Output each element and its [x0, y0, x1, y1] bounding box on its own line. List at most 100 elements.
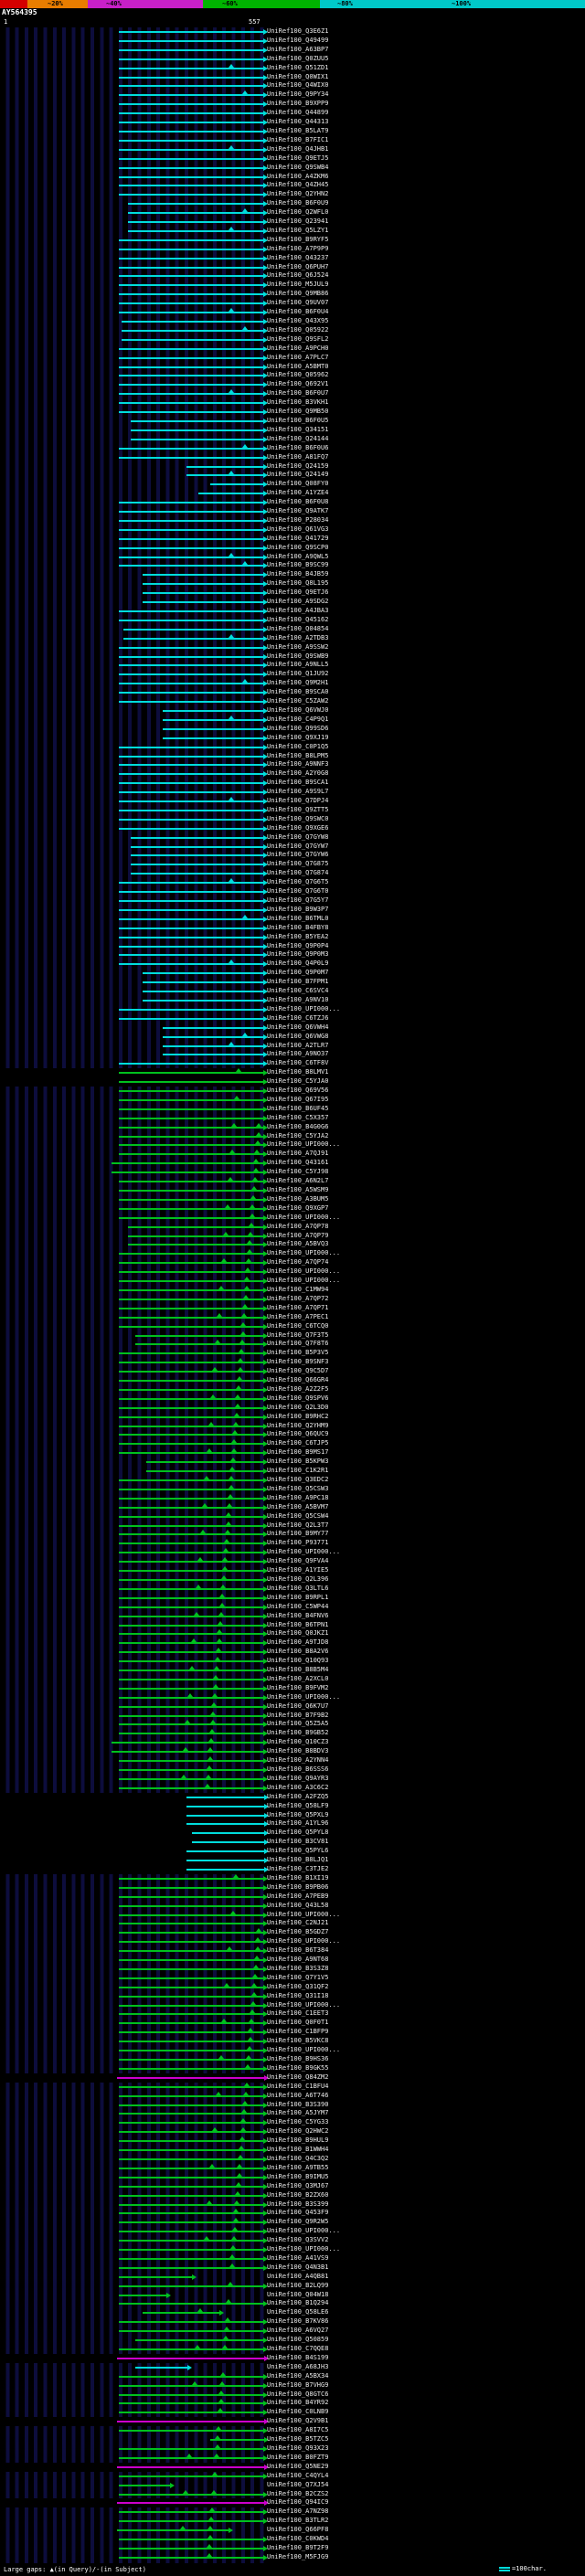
- alignment-bar[interactable]: [119, 692, 263, 694]
- hit-label[interactable]: UniRef100_Q08FY0: [267, 480, 329, 488]
- alignment-bar[interactable]: [119, 1678, 263, 1680]
- hit-label[interactable]: UniRef100_A5BVQ3: [267, 1240, 329, 1248]
- hit-label[interactable]: UniRef100_C4P9Q1: [267, 715, 329, 723]
- alignment-bar[interactable]: [119, 1443, 263, 1446]
- alignment-bar[interactable]: [119, 185, 263, 187]
- hit-label[interactable]: UniRef100_Q9PY34: [267, 90, 329, 99]
- hit-label[interactable]: UniRef100_Q9ETJ5: [267, 154, 329, 162]
- hit-label[interactable]: UniRef100_Q3E6Z1: [267, 27, 329, 35]
- hit-label[interactable]: UniRef100_UPI000...: [267, 1004, 341, 1012]
- alignment-bar[interactable]: [130, 873, 263, 875]
- hit-label[interactable]: UniRef100_Q9SCP0: [267, 543, 329, 551]
- hit-label[interactable]: UniRef100_A7QP78: [267, 1222, 329, 1230]
- hit-label[interactable]: UniRef100_Q7GYW6: [267, 851, 329, 859]
- hit-label[interactable]: UniRef100_Q3LTL6: [267, 1584, 329, 1592]
- hit-label[interactable]: UniRef100_A41VS9: [267, 2253, 329, 2262]
- alignment-bar[interactable]: [119, 248, 263, 250]
- hit-label[interactable]: UniRef100_Q3MJ67: [267, 2181, 329, 2189]
- alignment-bar[interactable]: [119, 546, 263, 549]
- alignment-bar[interactable]: [111, 1162, 263, 1165]
- alignment-bar[interactable]: [119, 1280, 263, 1283]
- hit-label[interactable]: UniRef100_A9NNF3: [267, 760, 329, 769]
- alignment-bar[interactable]: [119, 2493, 263, 2496]
- hit-label[interactable]: UniRef100_UPI000...: [267, 1249, 341, 1257]
- hit-label[interactable]: UniRef100_C1EET3: [267, 2009, 329, 2018]
- alignment-bar[interactable]: [127, 221, 263, 224]
- hit-label[interactable]: UniRef100_C1BFP9: [267, 2028, 329, 2036]
- hit-label[interactable]: UniRef100_UPI000...: [267, 1910, 341, 1918]
- hit-label[interactable]: UniRef100_A2XCL0: [267, 1674, 329, 1682]
- hit-label[interactable]: UniRef100_P28034: [267, 515, 329, 524]
- alignment-bar[interactable]: [119, 2140, 263, 2143]
- alignment-bar[interactable]: [119, 166, 263, 169]
- alignment-bar[interactable]: [142, 583, 263, 586]
- hit-label[interactable]: UniRef100_Q5CSW3: [267, 1484, 329, 1492]
- alignment-bar[interactable]: [119, 1777, 263, 1780]
- alignment-bar[interactable]: [119, 1542, 263, 1545]
- hit-label[interactable]: UniRef100_Q7XJ54: [267, 2480, 329, 2488]
- alignment-bar[interactable]: [119, 565, 263, 567]
- alignment-bar[interactable]: [119, 1108, 263, 1110]
- alignment-bar[interactable]: [119, 139, 263, 142]
- hit-label[interactable]: UniRef100_C1MW94: [267, 1285, 329, 1293]
- hit-label[interactable]: UniRef100_Q9XJ19: [267, 733, 329, 741]
- alignment-bar[interactable]: [119, 1733, 263, 1735]
- alignment-bar[interactable]: [119, 2303, 263, 2306]
- hit-label[interactable]: UniRef100_B6F0U7: [267, 389, 329, 398]
- hit-label[interactable]: UniRef100_Q9AYR3: [267, 1774, 329, 1782]
- alignment-bar[interactable]: [119, 1578, 263, 1581]
- alignment-bar[interactable]: [119, 194, 263, 196]
- alignment-bar[interactable]: [119, 900, 263, 902]
- alignment-bar[interactable]: [127, 1244, 263, 1246]
- hit-label[interactable]: UniRef100_C5YJ98: [267, 1168, 329, 1176]
- hit-label[interactable]: UniRef100_B9IMU5: [267, 2172, 329, 2180]
- hit-label[interactable]: UniRef100_A5JYM7: [267, 2109, 329, 2117]
- hit-label[interactable]: UniRef100_B9RHC2: [267, 1412, 329, 1420]
- alignment-bar[interactable]: [111, 1742, 263, 1744]
- hit-label[interactable]: UniRef100_A3C6C2: [267, 1783, 329, 1791]
- hit-label[interactable]: UniRef100_B6F0U5: [267, 416, 329, 424]
- hit-label[interactable]: UniRef100_Q9SWB9: [267, 652, 329, 660]
- hit-label[interactable]: UniRef100_UPI000...: [267, 1692, 341, 1701]
- hit-label[interactable]: UniRef100_Q6VWG8: [267, 1032, 329, 1040]
- hit-label[interactable]: UniRef100_Q67I95: [267, 1095, 329, 1103]
- hit-label[interactable]: UniRef100_A1YIE5: [267, 1566, 329, 1574]
- hit-label[interactable]: UniRef100_UPI000...: [267, 2046, 341, 2054]
- hit-label[interactable]: UniRef100_Q5LZY1: [267, 226, 329, 234]
- alignment-bar[interactable]: [119, 1271, 263, 1274]
- alignment-bar[interactable]: [135, 2366, 187, 2369]
- hit-label[interactable]: UniRef100_B6F0U8: [267, 498, 329, 506]
- alignment-bar[interactable]: [119, 1615, 263, 1617]
- hit-label[interactable]: UniRef100_B9SCA0: [267, 688, 329, 696]
- alignment-bar[interactable]: [119, 2294, 166, 2296]
- hit-label[interactable]: UniRef100_B9SCA1: [267, 779, 329, 787]
- alignment-bar[interactable]: [119, 31, 263, 33]
- alignment-bar[interactable]: [119, 827, 263, 830]
- alignment-bar[interactable]: [119, 1452, 263, 1455]
- alignment-bar[interactable]: [119, 312, 263, 314]
- hit-label[interactable]: UniRef100_A2TLR7: [267, 1041, 329, 1049]
- alignment-bar[interactable]: [119, 1008, 263, 1011]
- alignment-bar[interactable]: [130, 419, 263, 422]
- alignment-bar[interactable]: [119, 411, 263, 414]
- hit-label[interactable]: UniRef100_A63BP7: [267, 45, 329, 53]
- hit-label[interactable]: UniRef100_B9MY77: [267, 1530, 329, 1538]
- hit-label[interactable]: UniRef100_B8B5M4: [267, 1666, 329, 1674]
- hit-label[interactable]: UniRef100_Q9XGE6: [267, 823, 329, 832]
- hit-label[interactable]: UniRef100_B9RPL1: [267, 1593, 329, 1601]
- hit-label[interactable]: UniRef100_B2LQ99: [267, 2281, 329, 2289]
- hit-label[interactable]: UniRef100_A4JBA3: [267, 607, 329, 614]
- alignment-bar[interactable]: [119, 2004, 263, 2007]
- hit-label[interactable]: UniRef100_Q9SWB4: [267, 163, 329, 171]
- alignment-bar[interactable]: [130, 864, 263, 866]
- hit-label[interactable]: UniRef100_B4G0G6: [267, 1122, 329, 1130]
- alignment-bar[interactable]: [119, 1587, 263, 1590]
- hit-label[interactable]: UniRef100_Q34151: [267, 425, 329, 433]
- hit-label[interactable]: UniRef100_Q9R2W5: [267, 2218, 329, 2226]
- hit-label[interactable]: UniRef100_C6TF8V: [267, 1059, 329, 1067]
- alignment-bar[interactable]: [119, 1786, 263, 1789]
- alignment-bar[interactable]: [186, 1860, 264, 1862]
- alignment-bar[interactable]: [119, 1190, 263, 1192]
- hit-label[interactable]: UniRef100_A7NZ98: [267, 2507, 329, 2516]
- alignment-bar[interactable]: [130, 429, 263, 431]
